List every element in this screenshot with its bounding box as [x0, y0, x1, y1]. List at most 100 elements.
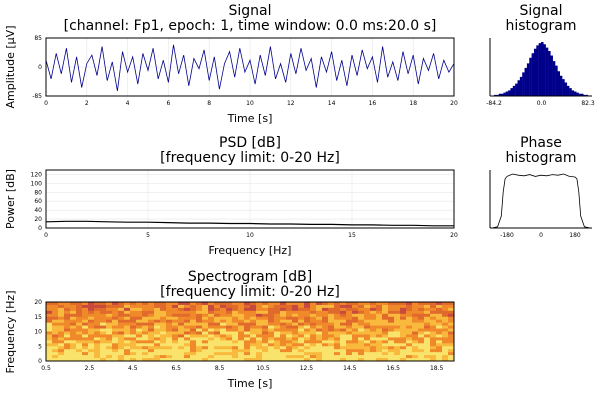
spectrogram-cell	[388, 316, 395, 320]
spectrogram-cell	[448, 337, 455, 341]
spectrogram-cell	[322, 334, 329, 338]
spectrogram-cell	[382, 349, 389, 353]
spectrogram-cell	[88, 343, 95, 347]
spectrogram-cell	[190, 322, 197, 326]
spectrogram-cell	[100, 322, 107, 326]
spectrogram-cell	[256, 331, 263, 335]
spectrogram-cell	[382, 313, 389, 318]
spectrogram-cell	[418, 310, 425, 315]
spectrogram-cell	[226, 331, 233, 335]
spectrogram-cell	[406, 304, 413, 309]
spectrogram-cell	[196, 331, 203, 335]
spectrogram-cell	[130, 310, 137, 315]
spectrogram-cell	[394, 331, 401, 335]
spectrogram-cell	[292, 355, 299, 359]
spectrogram-cell	[280, 302, 287, 306]
spectrogram-cell	[118, 313, 125, 318]
spectrogram-cell	[148, 328, 155, 332]
spectrogram-cell	[172, 337, 179, 341]
spectrogram-cell	[448, 358, 455, 362]
spectrogram-cell	[340, 346, 347, 350]
spectrogram-cell	[160, 349, 167, 353]
spectrogram-cell	[256, 310, 263, 315]
spectrogram-cell	[412, 331, 419, 335]
spectrogram-cell	[172, 328, 179, 332]
spectrogram-cell	[58, 355, 65, 359]
spectrogram-cell	[154, 334, 161, 338]
spectrogram-cell	[280, 349, 287, 353]
spectrogram-cell	[226, 355, 233, 359]
spectrogram-cell	[400, 331, 407, 335]
signal-hist-bar	[517, 80, 521, 96]
spectrogram-cell	[262, 304, 269, 309]
spectrogram-cell	[88, 310, 95, 315]
spectrogram-cell	[88, 334, 95, 338]
spectrogram-cell	[214, 331, 221, 335]
spectrogram-cell	[448, 352, 455, 356]
spectrogram-cell	[214, 313, 221, 318]
spectrogram-cell	[250, 304, 257, 309]
spectrogram-cell	[172, 302, 179, 306]
spectrogram-cell	[286, 316, 293, 320]
spectrogram-cell	[418, 340, 425, 344]
spectrogram-cell	[388, 325, 395, 329]
spectrogram-cell	[184, 334, 191, 338]
signal-hist-bar	[538, 43, 542, 96]
spectrogram-cell	[370, 328, 377, 332]
signal-hist-bar	[580, 93, 584, 96]
spectrogram-cell	[202, 340, 209, 344]
signal-hist-bar	[566, 85, 570, 96]
spectrogram-cell	[442, 352, 449, 356]
spectrogram-cell	[442, 355, 449, 359]
spectrogram-cell	[352, 337, 359, 341]
spectrogram-cell	[436, 346, 443, 350]
spectrogram-cell	[280, 346, 287, 350]
spectrogram-cell	[178, 340, 185, 344]
spectrogram-cell	[412, 349, 419, 353]
spectrogram-cell	[52, 304, 59, 309]
spectrogram-cell	[76, 346, 83, 350]
phase-series-line	[491, 173, 591, 229]
spectrogram-cell	[136, 343, 143, 347]
spectrogram-cell	[292, 307, 299, 312]
spectrogram-cell	[274, 331, 281, 335]
spectrogram-cell	[442, 304, 449, 309]
spectrogram-cell	[400, 352, 407, 356]
spectrogram-cell	[328, 319, 335, 323]
spectrogram-cell	[250, 310, 257, 315]
spectrogram-cell	[124, 331, 131, 335]
spectrogram-cell	[328, 334, 335, 338]
spectrogram-cell	[64, 343, 71, 347]
spectrogram-cell	[424, 319, 431, 323]
spectrogram-cell	[208, 316, 215, 320]
spectrogram-cell	[208, 358, 215, 362]
spectrogram-cell	[208, 343, 215, 347]
spectrogram-cell	[430, 310, 437, 315]
spectrogram-cell	[178, 346, 185, 350]
spectrogram-cell	[94, 307, 101, 312]
spectrogram-cell	[172, 304, 179, 309]
spectrogram-cell	[382, 352, 389, 356]
spectrogram-cell	[358, 313, 365, 318]
spectrogram-cell	[130, 355, 137, 359]
spectrogram-cell	[154, 340, 161, 344]
spectrogram-cell	[256, 358, 263, 362]
spectrogram-cell	[58, 319, 65, 323]
spectrogram-cell	[64, 340, 71, 344]
spectrogram-xtick: 18.5	[430, 365, 444, 372]
spectrogram-cell	[238, 337, 245, 341]
spectrogram-cell	[406, 334, 413, 338]
signal-ylabel: Amplitude [μV]	[4, 26, 17, 109]
spectrogram-cell	[130, 352, 137, 356]
spectrogram-cell	[442, 325, 449, 329]
spectrogram-cell	[298, 316, 305, 320]
spectrogram-cell	[304, 346, 311, 350]
spectrogram-cell	[94, 349, 101, 353]
spectrogram-cell	[418, 302, 425, 306]
spectrogram-cell	[94, 346, 101, 350]
spectrogram-cell	[310, 352, 317, 356]
psd-title: PSD [dB]	[219, 135, 281, 151]
spectrogram-cell	[94, 319, 101, 323]
signal-hist-bar	[536, 45, 539, 96]
spectrogram-cell	[322, 355, 329, 359]
